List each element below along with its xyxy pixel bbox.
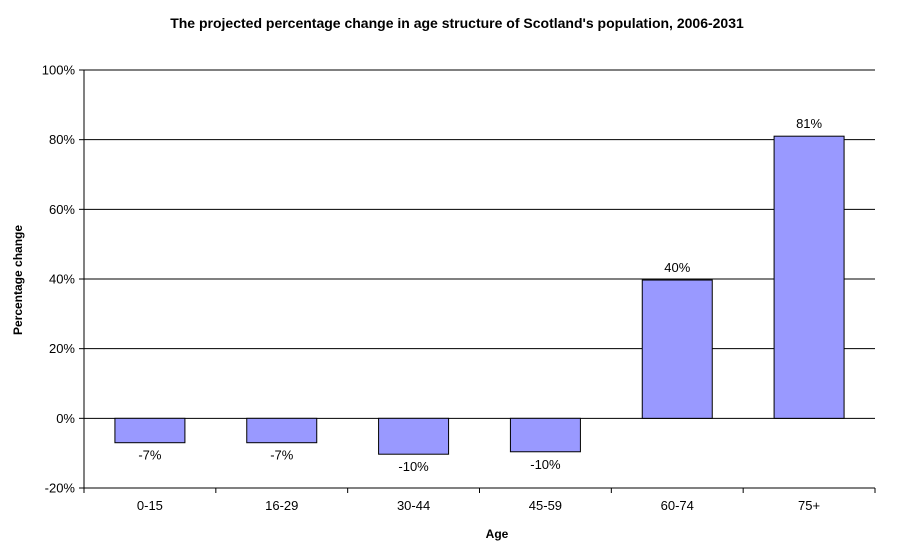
y-tick-label: 100%	[42, 63, 76, 78]
y-tick-label: 80%	[49, 132, 75, 147]
y-tick-label: 40%	[49, 272, 75, 287]
data-label: -7%	[138, 448, 162, 463]
x-axis-title: Age	[486, 527, 509, 541]
y-tick-label: 60%	[49, 202, 75, 217]
plot-area: -20% 0% 20% 40% 60% 80% 100% -7% 0-15 -7% 16-29 -10…	[42, 63, 876, 513]
bar-0-15	[114, 417, 186, 444]
bar-60-74	[641, 279, 713, 419]
data-label: 81%	[796, 116, 822, 131]
y-tick-label: 20%	[49, 341, 75, 356]
x-tick-label: 30-44	[397, 498, 430, 513]
data-label: -7%	[270, 448, 294, 463]
data-label: 40%	[664, 260, 690, 275]
bar-16-29	[246, 417, 318, 444]
x-tick-label: 0-15	[137, 498, 163, 513]
x-tick-label: 16-29	[265, 498, 298, 513]
y-tick-label: -20%	[45, 481, 76, 496]
bar-30-44	[378, 417, 450, 455]
data-label: -10%	[530, 457, 561, 472]
bar-45-59	[509, 417, 581, 453]
x-tick-label: 75+	[798, 498, 820, 513]
chart-title: The projected percentage change in age s…	[170, 15, 744, 31]
data-label: -10%	[398, 459, 429, 474]
bar-75+	[773, 135, 845, 419]
y-tick-label: 0%	[56, 411, 75, 426]
x-tick-label: 45-59	[529, 498, 562, 513]
x-tick-label: 60-74	[661, 498, 694, 513]
y-axis-title: Percentage change	[11, 225, 25, 335]
